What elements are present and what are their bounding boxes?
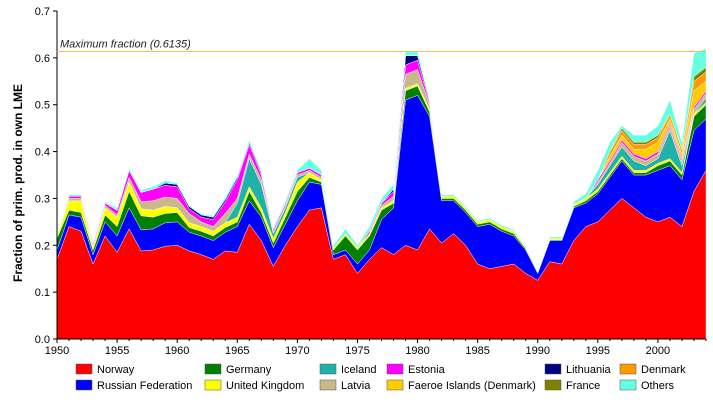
legend-swatch <box>386 363 404 375</box>
axes-group: 0.0 0.1 0.2 0.3 0.4 0.5 0.6 0.7 1950 1955 1960 1965… <box>35 6 707 357</box>
y-axis-label: Fraction of prim. prod. in own LME <box>11 84 25 282</box>
legend-swatch <box>619 379 637 391</box>
legend-item-france: France <box>544 379 600 392</box>
legend-label: Norway <box>97 364 135 376</box>
x-tick-label: 1960 <box>165 345 189 357</box>
legend-swatch <box>619 363 637 375</box>
legend-item-denmark: Denmark <box>619 363 686 376</box>
legend-item-iceland: Iceland <box>319 363 376 376</box>
legend-label: Latvia <box>341 380 371 392</box>
y-tick-label: 0.1 <box>35 287 50 299</box>
legend: Norway Germany Iceland Estonia Lithuania Denm… <box>75 363 686 392</box>
x-tick-label: 1990 <box>525 345 549 357</box>
y-tick-label: 0.7 <box>35 6 50 18</box>
x-tick-label: 1985 <box>465 345 489 357</box>
legend-item-latvia: Latvia <box>319 379 371 392</box>
x-tick-label: 1955 <box>105 345 129 357</box>
legend-item-germany: Germany <box>204 363 272 376</box>
y-tick-label: 0.6 <box>35 53 50 65</box>
x-tick-label: 1980 <box>405 345 429 357</box>
legend-label: Lithuania <box>566 364 612 376</box>
x-tick-label: 1970 <box>285 345 309 357</box>
legend-item-united-kingdom: United Kingdom <box>204 379 304 392</box>
maximum-fraction-label: Maximum fraction (0.6135) <box>60 39 191 51</box>
y-tick-label: 0.5 <box>35 100 50 112</box>
legend-item-lithuania: Lithuania <box>544 363 612 376</box>
legend-swatch <box>544 379 562 391</box>
legend-item-norway: Norway <box>75 363 135 376</box>
x-tick-label: 1950 <box>45 345 69 357</box>
x-tick-label: 1965 <box>225 345 249 357</box>
legend-swatch <box>204 363 222 375</box>
y-tick-label: 0.2 <box>35 240 50 252</box>
legend-swatch <box>75 363 93 375</box>
legend-label: Estonia <box>408 364 446 376</box>
y-tick-label: 0.0 <box>35 334 50 346</box>
legend-label: United Kingdom <box>226 380 304 392</box>
legend-swatch <box>544 363 562 375</box>
legend-swatch <box>75 379 93 391</box>
x-tick-label: 1995 <box>586 345 610 357</box>
legend-item-russian-federation: Russian Federation <box>75 379 192 392</box>
legend-item-others: Others <box>619 379 675 392</box>
x-tick-label: 2000 <box>646 345 670 357</box>
legend-label: France <box>566 380 600 392</box>
legend-swatch <box>319 363 337 375</box>
legend-swatch <box>319 379 337 391</box>
legend-label: Russian Federation <box>97 380 192 392</box>
legend-label: Others <box>641 380 675 392</box>
legend-label: Faeroe Islands (Denmark) <box>408 380 536 392</box>
legend-label: Denmark <box>641 364 686 376</box>
legend-swatch <box>204 379 222 391</box>
legend-label: Germany <box>226 364 272 376</box>
area-others <box>56 48 707 273</box>
y-tick-label: 0.3 <box>35 193 50 205</box>
y-tick-label: 0.4 <box>35 147 50 159</box>
legend-swatch <box>386 379 404 391</box>
legend-item-faeroe-islands-denmark: Faeroe Islands (Denmark) <box>386 379 536 392</box>
legend-item-estonia: Estonia <box>386 363 446 376</box>
area-series-group <box>56 48 707 340</box>
legend-label: Iceland <box>341 364 376 376</box>
x-tick-label: 1975 <box>345 345 369 357</box>
